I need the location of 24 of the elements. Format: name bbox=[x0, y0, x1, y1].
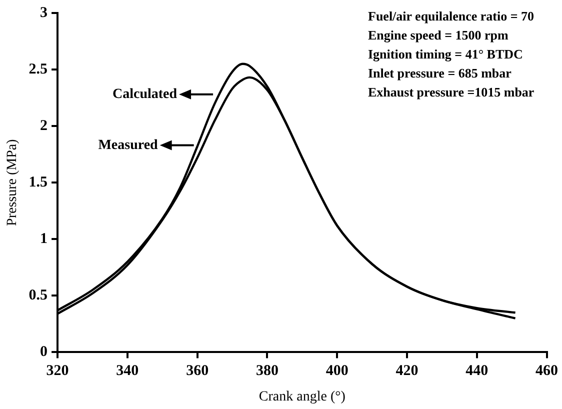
annotation: Exhaust pressure =1015 mbar bbox=[368, 84, 534, 100]
x-tick-label: 360 bbox=[186, 363, 209, 380]
x-tick-label: 320 bbox=[46, 363, 69, 380]
y-tick-label: 1.5 bbox=[28, 174, 48, 190]
annotation: Inlet pressure = 685 mbar bbox=[368, 65, 512, 80]
x-tick-label: 460 bbox=[536, 363, 558, 380]
y-tick-label: 2 bbox=[40, 118, 48, 134]
annotation: Calculated bbox=[112, 87, 178, 102]
x-axis-title: Crank angle (°) bbox=[258, 389, 346, 404]
annotation: Fuel/air equilalence ratio = 70 bbox=[368, 8, 534, 24]
y-tick-label: 0 bbox=[40, 344, 48, 360]
annotation: Measured bbox=[98, 138, 158, 153]
x-tick-label: 420 bbox=[396, 363, 418, 380]
y-tick-label: 2.5 bbox=[28, 61, 48, 78]
y-tick-label: 3 bbox=[40, 4, 48, 21]
x-tick-label: 400 bbox=[326, 363, 348, 380]
x-tick-label: 380 bbox=[256, 363, 278, 380]
y-axis-title: Pressure (MPa) bbox=[5, 138, 20, 226]
annotation: Ignition timing = 41° BTDC bbox=[368, 46, 523, 62]
x-tick-label: 440 bbox=[466, 363, 488, 380]
annotation: Engine speed = 1500 rpm bbox=[368, 27, 508, 42]
y-tick-label: 1 bbox=[40, 231, 48, 248]
y-tick-label: 0.5 bbox=[28, 288, 48, 304]
x-tick-label: 340 bbox=[116, 363, 139, 380]
